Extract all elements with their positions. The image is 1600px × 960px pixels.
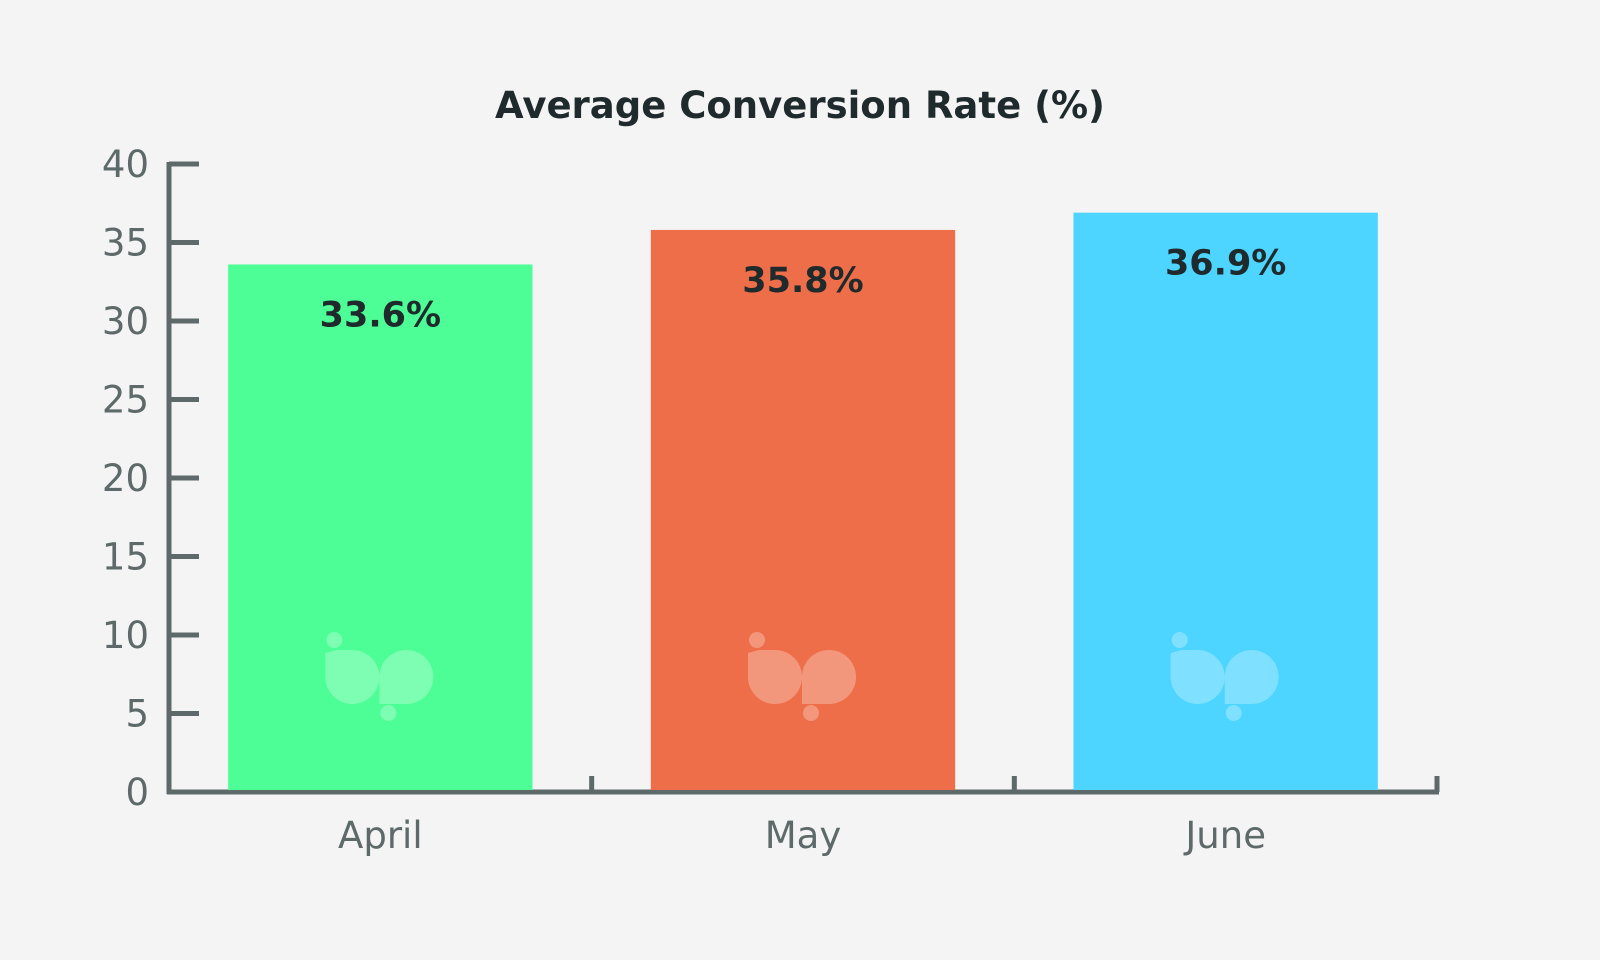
y-tick-label: 25 <box>102 379 149 422</box>
y-tick-label: 40 <box>102 143 149 186</box>
bars: 33.6% 35.8% 36.9% <box>228 212 1378 791</box>
chart-title: Average Conversion Rate (%) <box>495 84 1105 127</box>
bar-may <box>650 229 956 790</box>
y-tick-label: 10 <box>102 614 149 657</box>
y-tick-label: 5 <box>125 693 149 736</box>
y-axis: 0 5 10 15 20 25 30 35 40 <box>102 143 199 814</box>
y-tick-label: 0 <box>125 771 149 814</box>
bar-value-label: 35.8% <box>742 261 863 301</box>
x-category-label: April <box>338 814 423 857</box>
bar-value-label: 33.6% <box>320 295 441 335</box>
bp-logo-icon <box>325 632 434 721</box>
y-tick-label: 15 <box>102 536 149 579</box>
bar-june <box>1073 212 1378 791</box>
y-tick-label: 20 <box>102 457 149 500</box>
y-tick-label: 30 <box>102 300 149 343</box>
bp-logo-icon <box>748 632 856 721</box>
bp-logo-icon <box>1170 632 1279 721</box>
x-category-label: May <box>765 814 842 857</box>
y-tick-label: 35 <box>102 222 149 265</box>
bar-value-label: 36.9% <box>1165 244 1286 284</box>
x-category-label: June <box>1183 814 1266 857</box>
x-axis: April May June <box>167 776 1440 857</box>
bar-april <box>228 264 533 791</box>
